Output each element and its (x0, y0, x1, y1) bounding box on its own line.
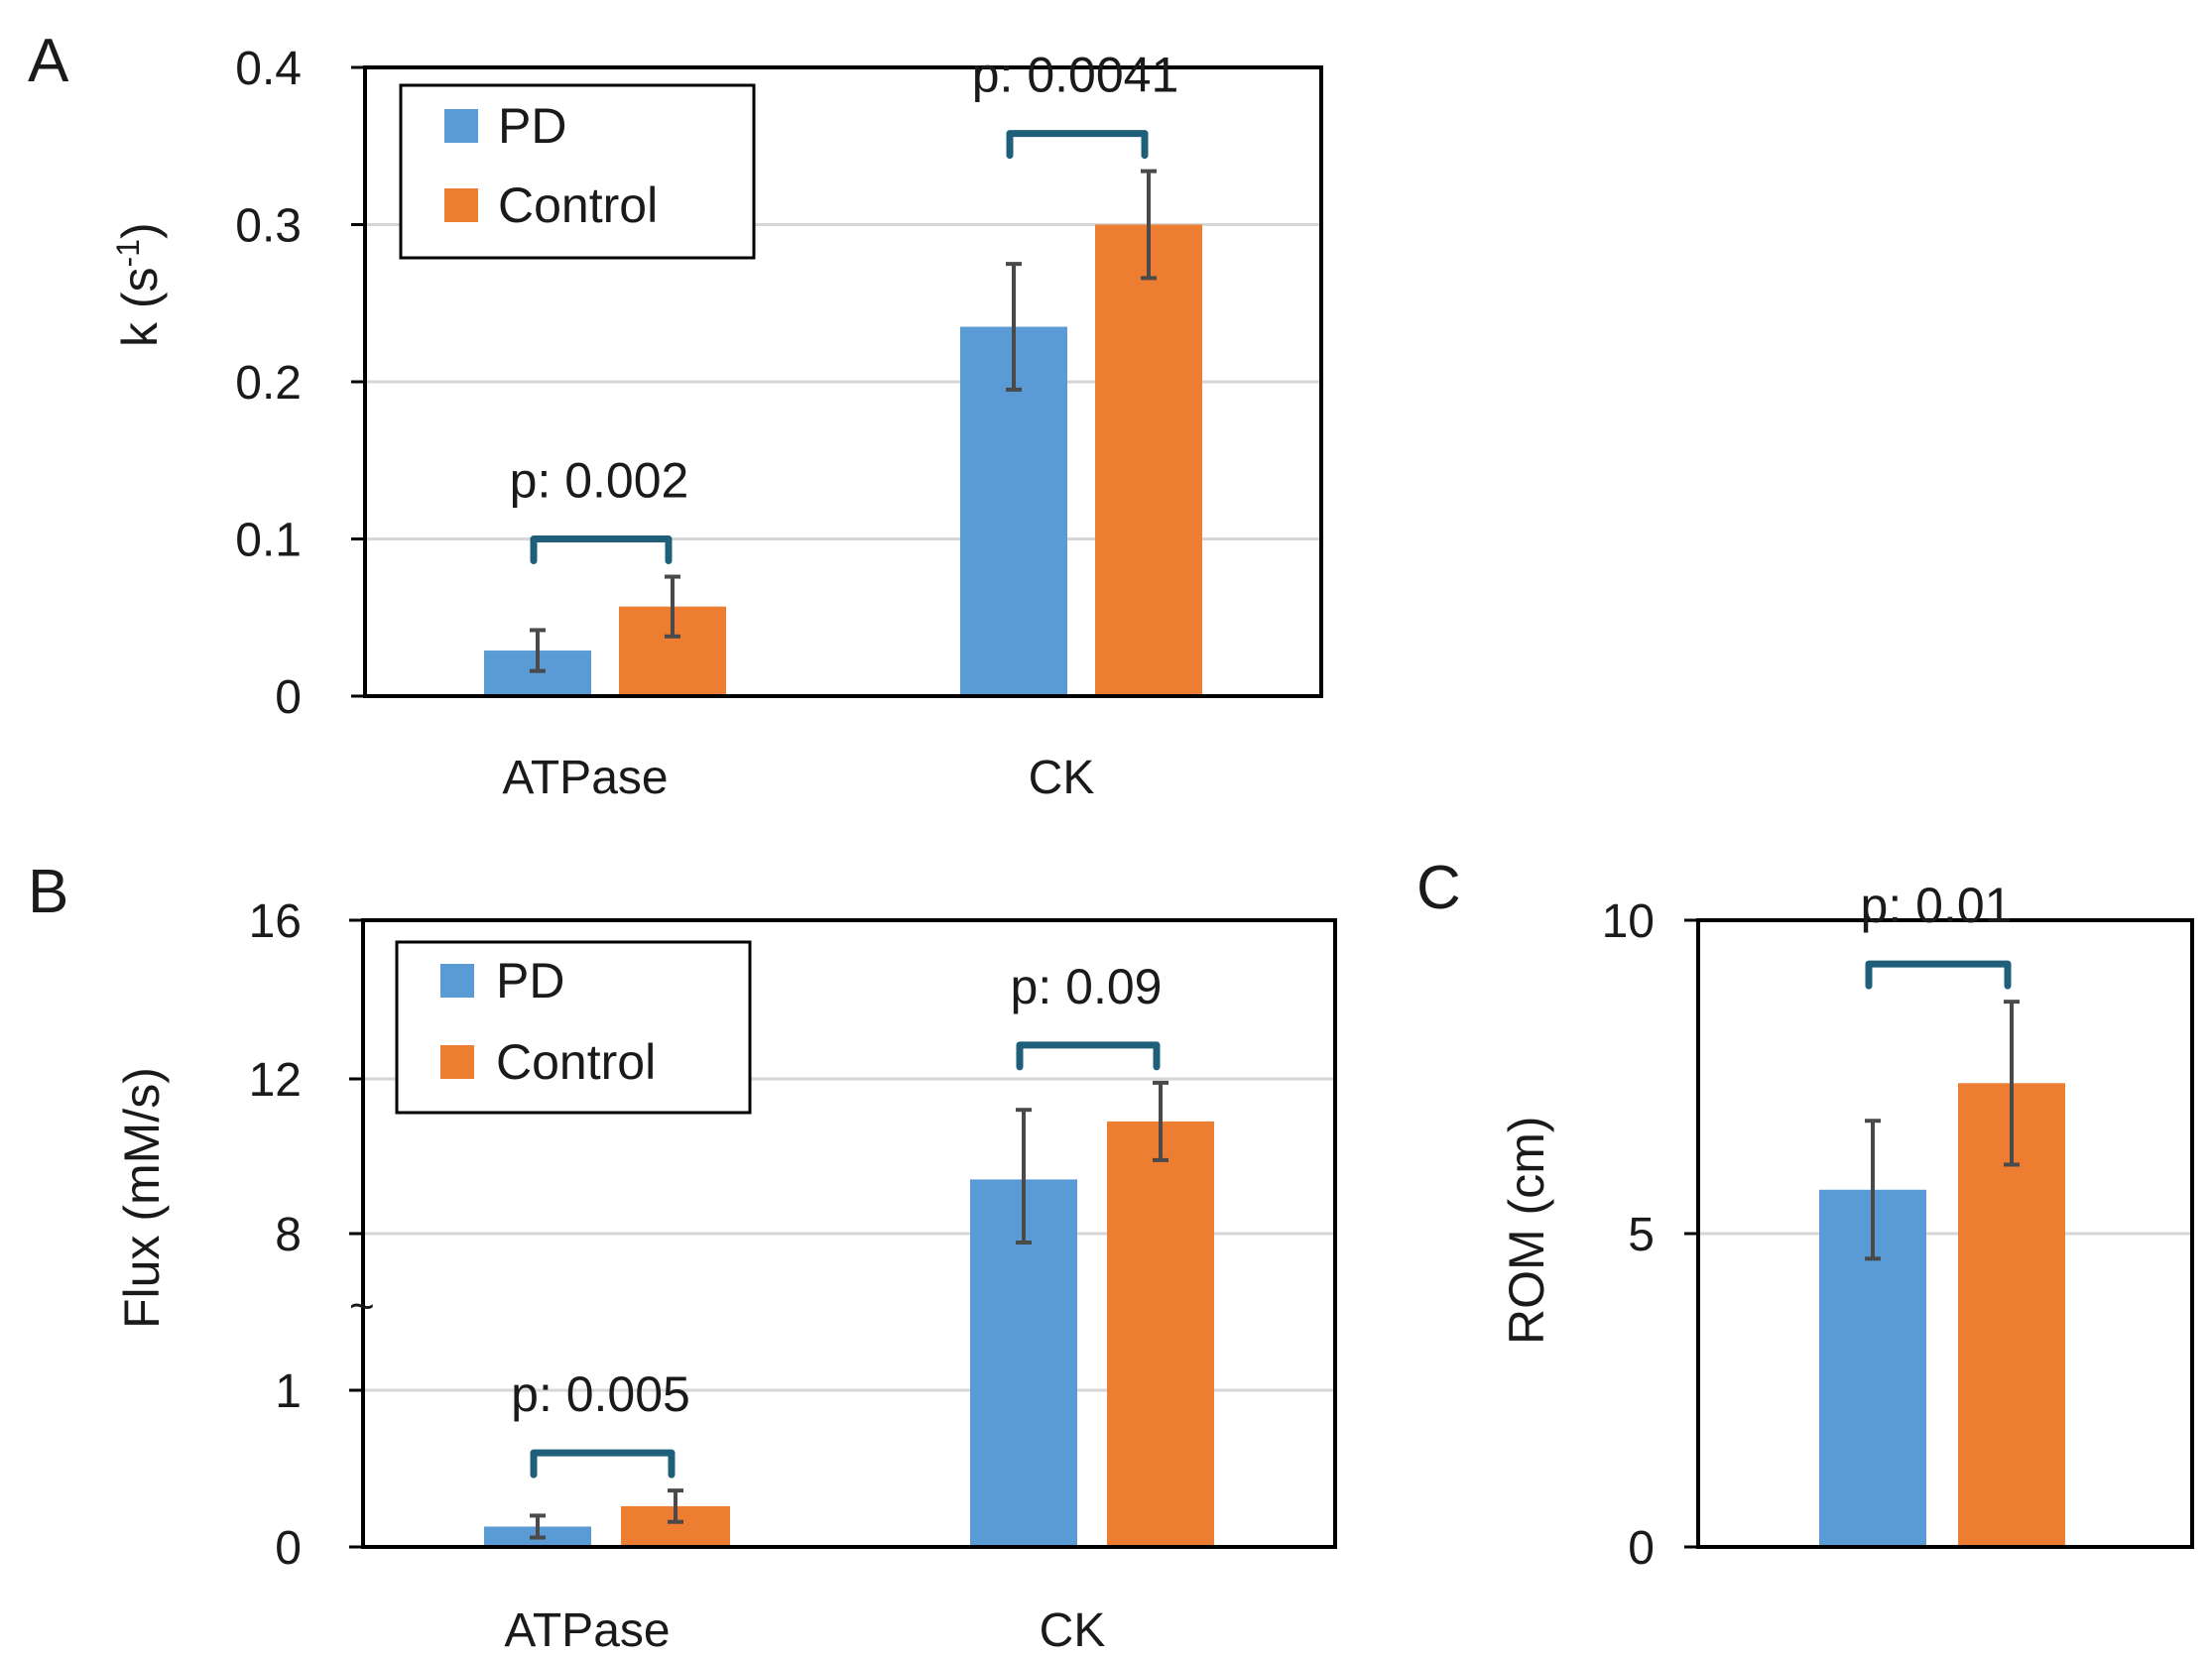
panel-a-x-tick-labels: ATPase CK (502, 752, 1094, 804)
panel-a-significance-brackets (530, 130, 1149, 565)
panel-a-legend-label-control: Control (498, 178, 658, 233)
panel-b-axis-break-symbol: ~ (349, 1282, 375, 1331)
panel-b-p-value: p: 0.005 (511, 1366, 690, 1422)
panel-b-label: B (28, 858, 68, 926)
panel-b-bar-control-ck (1107, 1121, 1214, 1547)
panel-a-legend: PD Control (399, 83, 756, 260)
panel-b-significance-bracket (1016, 1041, 1161, 1071)
panel-a-y-tick-label: 0 (275, 671, 302, 724)
panel-a-y-tick-label: 0.2 (235, 357, 302, 410)
panel-a-significance-bracket (530, 535, 673, 565)
panel-c-y-ticks (1684, 918, 1698, 1549)
panel-c-significance-bracket (1865, 960, 2012, 990)
panel-c-significance-brackets (1865, 960, 2012, 990)
panel-b-x-tick-label-ck: CK (1040, 1604, 1106, 1657)
panel-a-y-tick-label: 0.1 (235, 515, 302, 567)
panel-b-significance-bracket (530, 1449, 676, 1479)
panel-b-y-tick-labels: 0 1 8 12 16 (249, 895, 302, 1575)
panel-b-legend-label-control: Control (496, 1034, 656, 1090)
panel-a-significance-bracket (1006, 130, 1149, 160)
panel-a-legend-swatch-control (444, 188, 478, 222)
panel-a-p-value: p: 0.0041 (972, 48, 1179, 103)
panel-c-y-tick-label: 10 (1602, 895, 1655, 948)
panel-a-p-values: p: 0.002 p: 0.0041 (510, 48, 1179, 509)
panel-a-x-tick-label-ck: CK (1029, 752, 1095, 804)
panel-b-legend-swatch-control (440, 1045, 474, 1079)
panel-c-y-tick-labels: 0 5 10 (1602, 895, 1655, 1575)
panel-a-error-bars (530, 169, 1157, 673)
panel-b-y-tick-label: 0 (275, 1522, 302, 1575)
panel-b-x-tick-labels: ATPase CK (504, 1604, 1105, 1657)
panel-a-y-tick-labels: 0 0.1 0.2 0.3 0.4 (235, 43, 302, 724)
panel-a-y-tick-label: 0.4 (235, 43, 302, 95)
panel-c-label: C (1416, 854, 1461, 922)
panel-b-y-axis-label: Flux (mM/s) (114, 1067, 170, 1329)
panel-a-legend-swatch-pd (444, 109, 478, 143)
panel-c: C 0 5 10 p: 0.01 ROM (cm) (1416, 854, 2194, 1575)
panel-b: B 0 1 8 12 16 ATPase CK p: 0.005 p: 0.09 ~ Flu… (28, 858, 1337, 1657)
panel-b-legend-label-pd: PD (496, 953, 564, 1008)
panel-c-p-values: p: 0.01 (1861, 878, 2013, 933)
panel-b-p-values: p: 0.005 p: 0.09 (511, 959, 1162, 1422)
panel-b-y-tick-label: 1 (275, 1365, 302, 1418)
panel-b-legend-swatch-pd (440, 964, 474, 998)
panel-b-y-ticks (349, 918, 363, 1549)
panel-b-y-tick-label: 12 (249, 1054, 302, 1107)
panel-b-x-tick-label-atpase: ATPase (504, 1604, 670, 1657)
panel-a-p-value: p: 0.002 (510, 453, 689, 509)
panel-c-error-bars (1865, 1000, 2020, 1261)
panel-a-y-tick-label: 0.3 (235, 200, 302, 253)
panel-a-label: A (28, 27, 69, 95)
panel-a-y-ticks (351, 65, 365, 698)
panel-a-legend-label-pd: PD (498, 98, 566, 154)
panel-a-y-axis-label: k (s-1) (110, 222, 168, 347)
panel-b-error-bars (530, 1080, 1168, 1540)
panel-c-y-tick-label: 0 (1628, 1522, 1655, 1575)
panel-a-bar-control-ck (1095, 224, 1202, 696)
panel-b-bars (484, 1121, 1214, 1547)
panel-c-y-axis-label: ROM (cm) (1499, 1117, 1554, 1346)
panel-b-p-value: p: 0.09 (1011, 959, 1163, 1014)
panel-c-y-tick-label: 5 (1628, 1209, 1655, 1261)
panel-a-x-tick-label-atpase: ATPase (502, 752, 668, 804)
panel-b-legend: PD Control (395, 940, 752, 1115)
panel-b-y-tick-label: 16 (249, 895, 302, 948)
panel-c-p-value: p: 0.01 (1861, 878, 2013, 933)
panel-b-y-tick-label: 8 (275, 1209, 302, 1261)
panel-b-significance-brackets (530, 1041, 1161, 1479)
